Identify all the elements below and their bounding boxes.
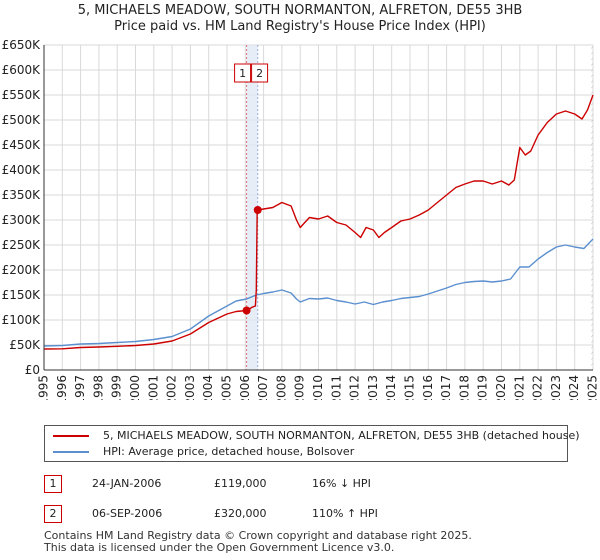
sale-interval-shade [246, 45, 258, 370]
x-tick-label: 2022 [531, 375, 545, 400]
y-tick-label: £500K [2, 113, 42, 127]
x-tick-label: 2006 [238, 375, 252, 400]
footer-copyright: Contains HM Land Registry data © Crown c… [44, 529, 472, 542]
sale-price: £320,000 [214, 507, 267, 520]
x-tick-label: 1996 [55, 375, 69, 400]
x-tick-label: 2024 [567, 375, 581, 400]
x-tick-label: 2011 [329, 375, 343, 400]
x-tick-label: 2004 [201, 375, 215, 400]
x-tick-label: 2018 [457, 375, 471, 400]
sale-hpi-change: 16% ↓ HPI [312, 477, 371, 490]
x-tick-label: 2016 [421, 375, 435, 400]
x-tick-label: 1995 [37, 375, 51, 400]
x-tick-label: 2007 [256, 375, 270, 400]
legend-entry-property: 5, MICHAELS MEADOW, SOUTH NORMANTON, ALF… [53, 429, 580, 443]
x-tick-label: 2001 [146, 375, 160, 400]
x-tick-label: 2002 [165, 375, 179, 400]
y-tick-label: £100K [2, 313, 42, 327]
x-tick-label: 2013 [366, 375, 380, 400]
x-tick-label: 2017 [439, 375, 453, 400]
sale-date: 24-JAN-2006 [92, 477, 162, 490]
y-tick-label: £350K [2, 188, 42, 202]
y-tick-label: £250K [2, 238, 42, 252]
sale-date: 06-SEP-2006 [92, 507, 163, 520]
legend-entry-hpi: HPI: Average price, detached house, Bols… [53, 445, 354, 459]
hpi-line [43, 238, 594, 347]
x-tick-label: 2019 [476, 375, 490, 400]
sale-flag-1-label: 1 [239, 67, 246, 80]
x-tick-label: 2000 [128, 375, 142, 400]
y-tick-label: £550K [2, 88, 42, 102]
y-tick-label: £600K [2, 63, 42, 77]
y-tick-label: £650K [2, 38, 42, 52]
sale-flag-2-label: 2 [256, 67, 263, 80]
sale-price: £119,000 [214, 477, 267, 490]
x-tick-label: 2005 [220, 375, 234, 400]
y-tick-label: £200K [2, 263, 42, 277]
legend: 5, MICHAELS MEADOW, SOUTH NORMANTON, ALF… [44, 425, 580, 462]
sale-row-2: 2 06-SEP-2006 £320,000 110% ↑ HPI [44, 505, 584, 525]
x-tick-label: 1999 [110, 375, 124, 400]
y-tick-label: £300K [2, 213, 42, 227]
legend-swatch-red [53, 435, 89, 437]
sale-number-badge: 1 [44, 475, 62, 493]
x-tick-label: 2009 [293, 375, 307, 400]
future-hatch [591, 45, 593, 370]
x-tick-label: 2003 [183, 375, 197, 400]
y-tick-label: £50K [9, 338, 41, 352]
x-tick-label: 2012 [348, 375, 362, 400]
x-tick-label: 2008 [274, 375, 288, 400]
footer: Contains HM Land Registry data © Crown c… [44, 530, 472, 554]
y-tick-label: £150K [2, 288, 42, 302]
legend-swatch-blue [53, 451, 89, 453]
footer-licence: This data is licensed under the Open Gov… [44, 541, 395, 554]
x-tick-label: 2014 [384, 375, 398, 400]
x-tick-label: 2010 [311, 375, 325, 400]
y-tick-label: £400K [2, 163, 42, 177]
sale-number-badge: 2 [44, 505, 62, 523]
y-tick-label: £450K [2, 138, 42, 152]
x-tick-label: 1998 [91, 375, 105, 400]
x-tick-label: 1997 [73, 375, 87, 400]
price-chart: £0 £50K £100K £150K £200K £250K £300K £350K £400… [2, 38, 600, 400]
x-tick-label: 2015 [403, 375, 417, 400]
legend-label-property: 5, MICHAELS MEADOW, SOUTH NORMANTON, ALF… [103, 429, 580, 442]
sale-hpi-change: 110% ↑ HPI [312, 507, 378, 520]
y-tick-label: £0 [25, 363, 40, 377]
x-tick-label: 2020 [494, 375, 508, 400]
sale-flag-2-box [251, 63, 269, 83]
price-paid-line [43, 94, 594, 350]
x-tick-label: 2025 [586, 375, 600, 400]
x-tick-label: 2021 [512, 375, 526, 400]
chart-title-line1: 5, MICHAELS MEADOW, SOUTH NORMANTON, ALF… [77, 3, 523, 18]
sale-row-1: 1 24-JAN-2006 £119,000 16% ↓ HPI [44, 475, 584, 495]
legend-label-hpi: HPI: Average price, detached house, Bols… [103, 445, 355, 458]
sale-point [253, 206, 262, 214]
sale-flag-1-box [234, 63, 252, 83]
x-tick-label: 2023 [549, 375, 563, 400]
sale-point [242, 306, 251, 315]
chart-title-line2: Price paid vs. HM Land Registry's House … [114, 19, 486, 34]
